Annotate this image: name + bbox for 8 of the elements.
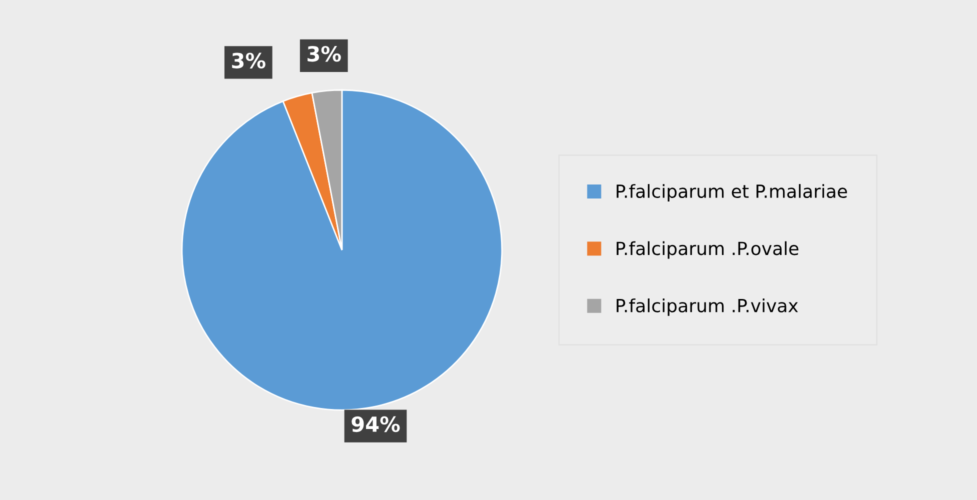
data-label: 3%: [308, 46, 341, 62]
data-label: 3%: [232, 52, 266, 68]
pie-slice: [282, 92, 343, 251]
legend-label: P.falciparum .P.ovale: [616, 241, 798, 259]
pie-slice: [181, 89, 503, 411]
data-label: 94%: [352, 416, 400, 432]
legend-label: P.falciparum .P.vivax: [616, 298, 798, 316]
legend-label: P.falciparum et P.malariae: [616, 184, 847, 202]
